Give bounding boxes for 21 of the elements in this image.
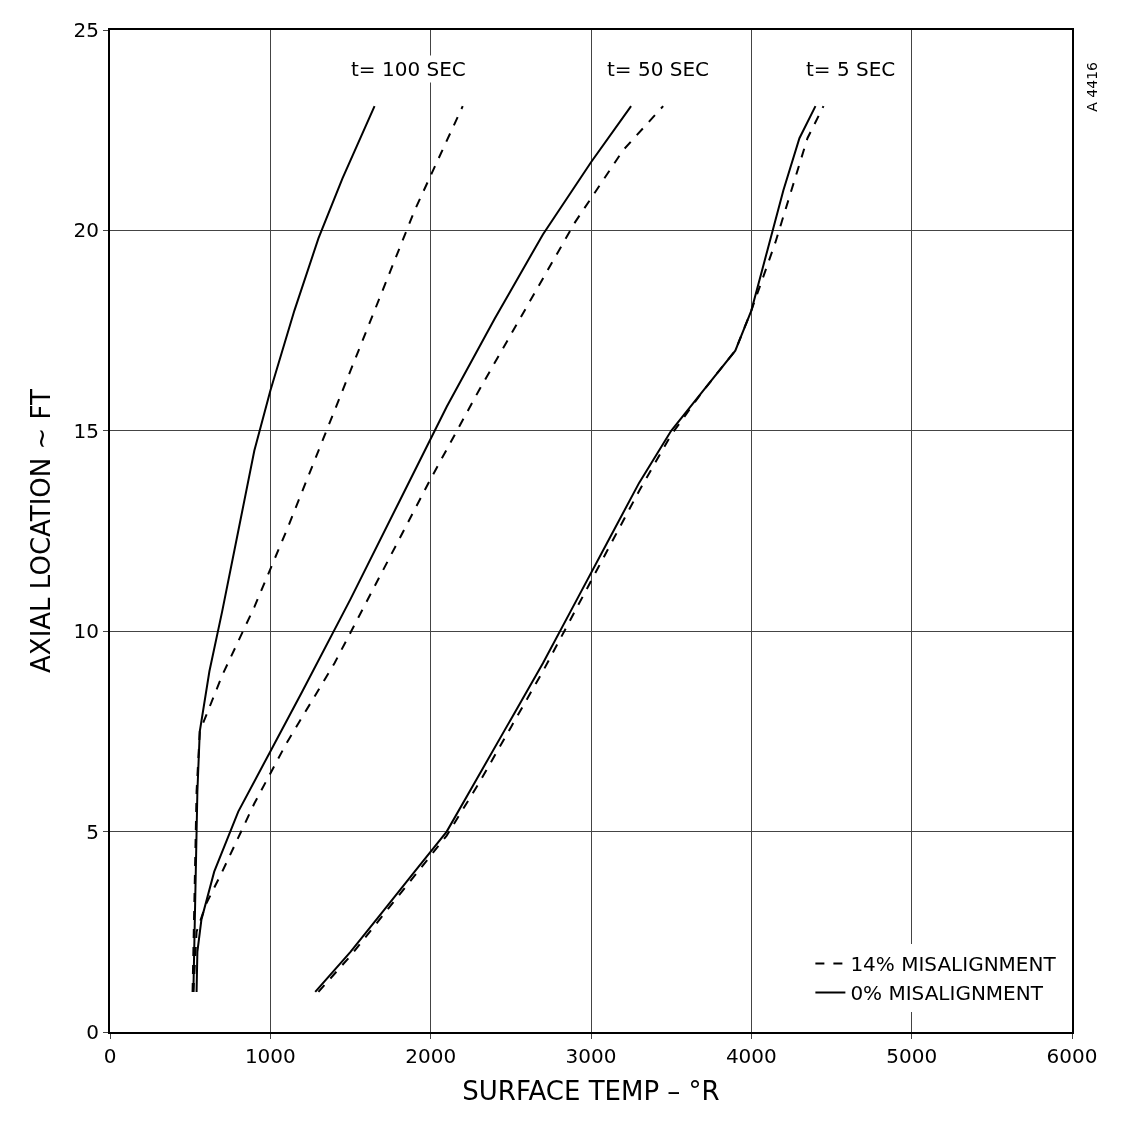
y-tick-label: 10	[73, 619, 99, 644]
x-tick-label: 6000	[1046, 1044, 1098, 1068]
legend-label: 14% MISALIGNMENT	[850, 952, 1057, 977]
y-tick-label: 0	[86, 1020, 99, 1044]
legend-label: 0% MISALIGNMENT	[850, 981, 1044, 1006]
annotation: t= 5 SEC	[806, 57, 896, 81]
x-tick-label: 4000	[725, 1044, 777, 1068]
y-axis-title: AXIAL LOCATION ~ FT	[26, 388, 57, 673]
annotation: t= 50 SEC	[607, 57, 710, 81]
x-tick-label: 2000	[405, 1044, 457, 1068]
y-tick-label: 5	[86, 819, 99, 844]
x-tick-label: 5000	[886, 1044, 938, 1068]
x-tick-label: 0	[103, 1044, 117, 1068]
x-tick-label: 3000	[565, 1044, 617, 1068]
y-tick-label: 25	[73, 18, 99, 42]
x-axis-title: SURFACE TEMP – °R	[462, 1076, 720, 1107]
x-tick-label: 1000	[244, 1044, 296, 1068]
y-tick-label: 20	[73, 218, 99, 243]
annotation: t= 100 SEC	[351, 57, 466, 81]
y-tick-label: 15	[73, 418, 99, 443]
text: A 4416	[1083, 61, 1100, 112]
